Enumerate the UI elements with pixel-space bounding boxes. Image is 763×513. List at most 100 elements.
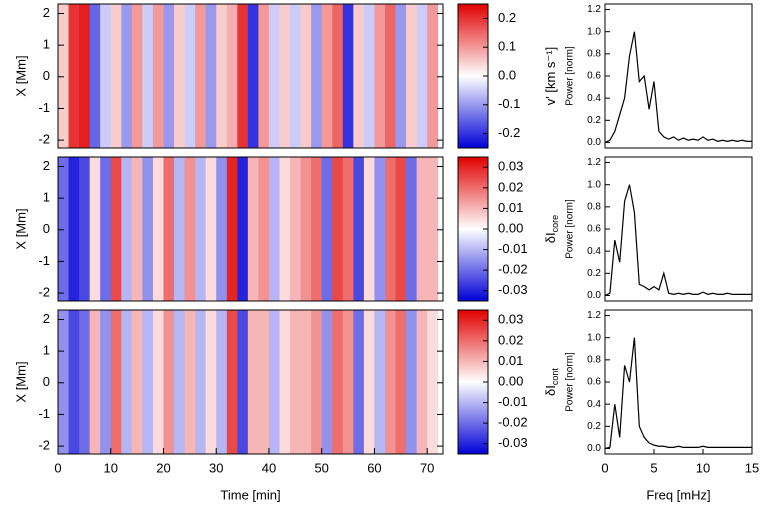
heat-cell [205, 310, 217, 454]
heat-cell [226, 310, 238, 454]
x-tick-label: 5 [650, 460, 657, 475]
heat-cell [363, 4, 375, 148]
heat-cell [68, 157, 80, 301]
y-tick-label: 1.2 [587, 157, 601, 168]
heat-cell [427, 157, 439, 301]
heat-cell [395, 310, 407, 454]
y-tick-label: 2 [43, 5, 50, 20]
heat-cell [79, 310, 91, 454]
y-axis-label: Power [norm] [565, 199, 576, 259]
heat-cell [300, 157, 312, 301]
heat-cell [216, 157, 228, 301]
y-tick-label: -2 [38, 285, 50, 300]
heat-cell [268, 310, 281, 454]
colorbar-tick-label: -0.02 [498, 415, 528, 430]
y-tick-label: 0 [43, 68, 50, 83]
y-tick-label: 0.0 [587, 443, 601, 454]
heat-cell [406, 4, 418, 148]
y-tick-label: -1 [38, 406, 50, 421]
x-tick-label: 70 [420, 460, 434, 475]
y-axis-label: Power [norm] [565, 352, 576, 412]
heat-cell [353, 4, 365, 148]
heat-cell [384, 310, 397, 454]
y-tick-label: 0.8 [587, 354, 601, 365]
colorbar-tick-label: -0.01 [498, 394, 528, 409]
heat-cell [258, 4, 270, 148]
x-tick-label: 50 [314, 460, 328, 475]
heat-cell [258, 310, 270, 454]
y-tick-label: 1.0 [587, 332, 601, 343]
colorbar-label-main: δI [543, 385, 558, 396]
heat-cell [290, 4, 302, 148]
heat-cell [110, 157, 122, 301]
heat-cell [110, 310, 122, 454]
y-tick-label: 1.2 [587, 310, 601, 321]
x-tick-label: 0 [54, 460, 61, 475]
heat-cell [395, 157, 407, 301]
heat-cell [353, 157, 365, 301]
heat-cell [121, 4, 133, 148]
heat-cell [195, 157, 207, 301]
y-tick-label: 0.8 [587, 48, 601, 59]
colorbar-tick-label: 0.03 [498, 159, 523, 174]
colorbar-tick-label: 0.00 [498, 220, 523, 235]
colorbar-tick-label: 0.02 [498, 179, 523, 194]
y-tick-label: 0.4 [587, 93, 601, 104]
heat-cell [100, 310, 112, 454]
heat-cell [79, 157, 91, 301]
y-tick-label: 0.8 [587, 201, 601, 212]
heat-cell [131, 4, 143, 148]
heat-cell [163, 4, 175, 148]
heat-cell [332, 157, 344, 301]
colorbar-tick-label: 0.2 [498, 10, 516, 25]
heat-cell [300, 4, 312, 148]
heat-cell [131, 157, 143, 301]
heat-cell [68, 310, 80, 454]
heat-cell [89, 4, 101, 148]
y-tick-label: 0.6 [587, 224, 601, 235]
colorbar-tick-label: -0.02 [498, 262, 528, 277]
y-tick-label: -1 [38, 100, 50, 115]
heat-cell [258, 157, 270, 301]
x-tick-label: 30 [209, 460, 223, 475]
x-axis-label: Time [min] [220, 487, 280, 502]
heat-cell [58, 157, 70, 301]
heat-cell [163, 157, 175, 301]
colorbar-label-main: v' [km s⁻¹] [543, 47, 558, 105]
colorbar-tick-label: 0.0 [498, 67, 516, 82]
heat-cell [279, 310, 291, 454]
heat-cell [311, 157, 323, 301]
heat-cell [416, 157, 428, 301]
y-axis-label: Power [norm] [565, 46, 576, 106]
heat-cell [332, 4, 344, 148]
heat-cell [142, 4, 154, 148]
heat-cell [384, 4, 397, 148]
heat-cell [89, 157, 101, 301]
heat-cell [121, 310, 133, 454]
colorbar-label: δIcont [543, 368, 560, 396]
heat-cell [110, 4, 122, 148]
colorbar-tick-label: -0.2 [498, 125, 520, 140]
spectrum-line [604, 337, 752, 450]
heat-cell [184, 310, 196, 454]
x-tick-label: 10 [696, 460, 710, 475]
heat-cell [268, 4, 281, 148]
heat-cell [100, 157, 112, 301]
x-tick-label: 60 [367, 460, 381, 475]
y-tick-label: 0.0 [587, 137, 601, 148]
colorbar-label: δIcore [543, 215, 560, 243]
plot-frame [604, 156, 753, 302]
y-tick-label: 0.2 [587, 421, 601, 432]
colorbar-tick-label: 0.00 [498, 373, 523, 388]
heat-cell [332, 310, 344, 454]
x-tick-label: 15 [745, 460, 759, 475]
heat-cell [58, 4, 70, 148]
heat-cell [205, 4, 217, 148]
heat-cell [406, 310, 418, 454]
y-axis-label: X [Mm] [13, 55, 28, 96]
heat-cell [152, 157, 164, 301]
heat-cell [395, 4, 407, 148]
y-axis-label: X [Mm] [13, 208, 28, 249]
heat-cell [131, 310, 143, 454]
